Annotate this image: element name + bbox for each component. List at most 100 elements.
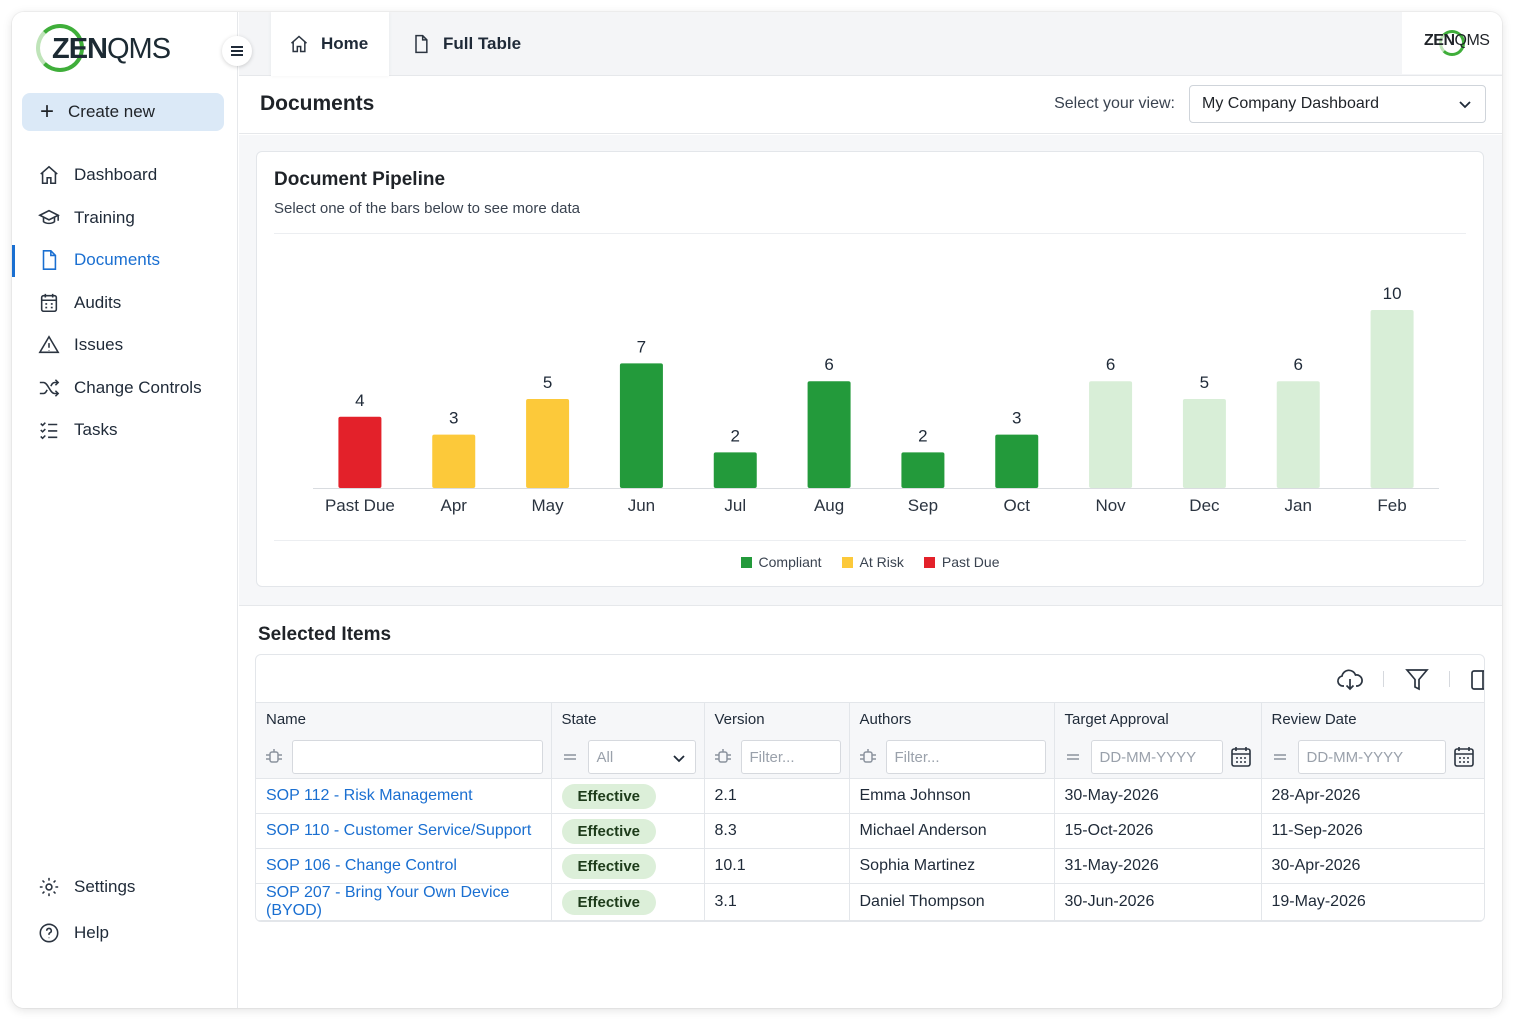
calendar-icon[interactable] — [1452, 745, 1476, 769]
version-cell: 8.3 — [704, 813, 850, 849]
table-row[interactable]: SOP 207 - Bring Your Own Device (BYOD) E… — [256, 883, 1484, 921]
column-header-state[interactable]: State — [551, 702, 705, 737]
review-date-filter-input[interactable]: DD-MM-YYYY — [1297, 740, 1446, 775]
document-link[interactable]: SOP 110 - Customer Service/Support — [266, 822, 532, 839]
selected-items-title: Selected Items — [258, 624, 392, 645]
app-window: ZENQMS + Create new Dashboard Training D… — [12, 12, 1502, 1008]
bar-past-due[interactable] — [338, 416, 382, 488]
sidebar-item-issues[interactable]: Issues — [12, 324, 237, 367]
filter-icon[interactable] — [1405, 667, 1429, 693]
graduation-cap-icon — [38, 209, 60, 224]
menu-toggle-button[interactable] — [222, 36, 252, 66]
filter-operator-icon[interactable] — [858, 748, 878, 766]
column-header-version[interactable]: Version — [704, 702, 850, 737]
column-header-target-approval[interactable]: Target Approval — [1054, 702, 1262, 737]
filter-operator-icon[interactable] — [713, 748, 733, 766]
legend-swatch — [740, 556, 752, 568]
sidebar-item-dashboard[interactable]: Dashboard — [12, 154, 237, 197]
equals-icon[interactable] — [1063, 749, 1083, 765]
bar-apr[interactable] — [432, 434, 476, 488]
tab-home[interactable]: Home — [271, 12, 389, 76]
columns-icon[interactable] — [1470, 667, 1485, 693]
x-tick-label: Jun — [628, 496, 655, 515]
x-tick-label: Oct — [1004, 496, 1031, 515]
legend-item-compliant[interactable]: Compliant — [740, 554, 822, 570]
review-date-cell: 28-Apr-2026 — [1261, 778, 1484, 814]
bar-feb[interactable] — [1370, 310, 1414, 488]
cloud-download-icon[interactable] — [1336, 667, 1364, 693]
sidebar-item-label: Settings — [74, 877, 136, 896]
state-filter-value: All — [596, 748, 614, 766]
home-icon — [291, 35, 307, 53]
checklist-icon — [40, 422, 58, 440]
bar-jan[interactable] — [1276, 381, 1320, 488]
toolbar-divider — [1383, 671, 1384, 687]
legend-item-at-risk[interactable]: At Risk — [841, 554, 904, 570]
table-row[interactable]: SOP 106 - Change Control Effective 10.1 … — [256, 848, 1484, 884]
sidebar-item-label: Help — [74, 923, 109, 942]
status-badge: Effective — [561, 818, 657, 844]
tab-full-table[interactable]: Full Table — [411, 12, 521, 76]
document-pipeline-card: Document Pipeline Select one of the bars… — [256, 151, 1484, 587]
selected-items-section: Selected Items Name State Version — [239, 605, 1502, 1008]
bar-may[interactable] — [526, 399, 570, 488]
bar-jul[interactable] — [713, 452, 757, 488]
sidebar-item-audits[interactable]: Audits — [12, 282, 237, 325]
data-label: 6 — [1106, 355, 1115, 374]
filter-operator-icon[interactable] — [264, 748, 284, 766]
equals-icon[interactable] — [1270, 749, 1290, 765]
table-row[interactable]: SOP 112 - Risk Management Effective 2.1 … — [256, 778, 1484, 814]
column-header-review-date[interactable]: Review Date — [1261, 702, 1484, 737]
bar-oct[interactable] — [995, 434, 1039, 488]
data-label: 10 — [1383, 284, 1402, 303]
legend-label: At Risk — [859, 554, 904, 570]
logo-text-bold: ZEN — [52, 33, 108, 65]
create-new-button[interactable]: + Create new — [22, 93, 224, 131]
column-header-name[interactable]: Name — [256, 702, 552, 737]
sidebar-bottom: Settings Help — [12, 864, 237, 956]
target-approval-filter-input[interactable]: DD-MM-YYYY — [1090, 740, 1223, 775]
chart-subtitle: Select one of the bars below to see more… — [274, 200, 581, 217]
zenqms-small-logo: ZENQMS — [1402, 12, 1502, 74]
document-link[interactable]: SOP 112 - Risk Management — [266, 787, 473, 804]
table-row[interactable]: SOP 110 - Customer Service/Support Effec… — [256, 813, 1484, 849]
legend-item-past-due[interactable]: Past Due — [923, 554, 999, 570]
help-icon — [39, 923, 59, 943]
bar-nov[interactable] — [1089, 381, 1133, 488]
equals-icon[interactable] — [560, 749, 580, 765]
sidebar-item-settings[interactable]: Settings — [12, 864, 237, 910]
sidebar-item-documents[interactable]: Documents — [12, 239, 237, 282]
zenqms-logo[interactable]: ZENQMS — [36, 22, 171, 74]
state-filter-select[interactable]: All — [587, 740, 696, 775]
author-cell: Sophia Martinez — [849, 848, 1055, 884]
data-label: 4 — [355, 391, 364, 410]
sidebar-item-tasks[interactable]: Tasks — [12, 409, 237, 452]
sidebar-item-change-controls[interactable]: Change Controls — [12, 367, 237, 410]
table-header-row: Name State Version Authors Target Approv… — [256, 702, 1484, 737]
x-tick-label: Dec — [1189, 496, 1220, 515]
sidebar-item-training[interactable]: Training — [12, 197, 237, 240]
view-select[interactable]: My Company Dashboard — [1189, 85, 1486, 123]
chart-legend: Compliant At Risk Past Due — [257, 554, 1483, 570]
column-header-authors[interactable]: Authors — [849, 702, 1055, 737]
bar-sep[interactable] — [901, 452, 945, 488]
chart-divider — [274, 233, 1466, 234]
logo-text-bold: ZEN — [1424, 32, 1455, 49]
sidebar-item-help[interactable]: Help — [12, 910, 237, 956]
legend-label: Compliant — [758, 554, 822, 570]
bar-dec[interactable] — [1182, 399, 1226, 488]
sidebar-item-label: Audits — [74, 292, 122, 312]
authors-filter-input[interactable]: Filter... — [885, 740, 1046, 775]
version-filter-input[interactable]: Filter... — [740, 740, 841, 775]
selected-items-table-card: Name State Version Authors Target Approv… — [255, 654, 1485, 922]
calendar-icon[interactable] — [1229, 745, 1253, 769]
target-approval-cell: 15-Oct-2026 — [1054, 813, 1262, 849]
document-link[interactable]: SOP 207 - Bring Your Own Device (BYOD) — [266, 884, 510, 919]
home-icon — [40, 165, 58, 185]
document-link[interactable]: SOP 106 - Change Control — [266, 857, 457, 874]
table-toolbar — [1284, 655, 1484, 703]
bar-aug[interactable] — [807, 381, 851, 488]
name-filter-input[interactable] — [292, 740, 543, 775]
x-tick-label: Nov — [1095, 496, 1126, 515]
bar-jun[interactable] — [619, 363, 663, 488]
